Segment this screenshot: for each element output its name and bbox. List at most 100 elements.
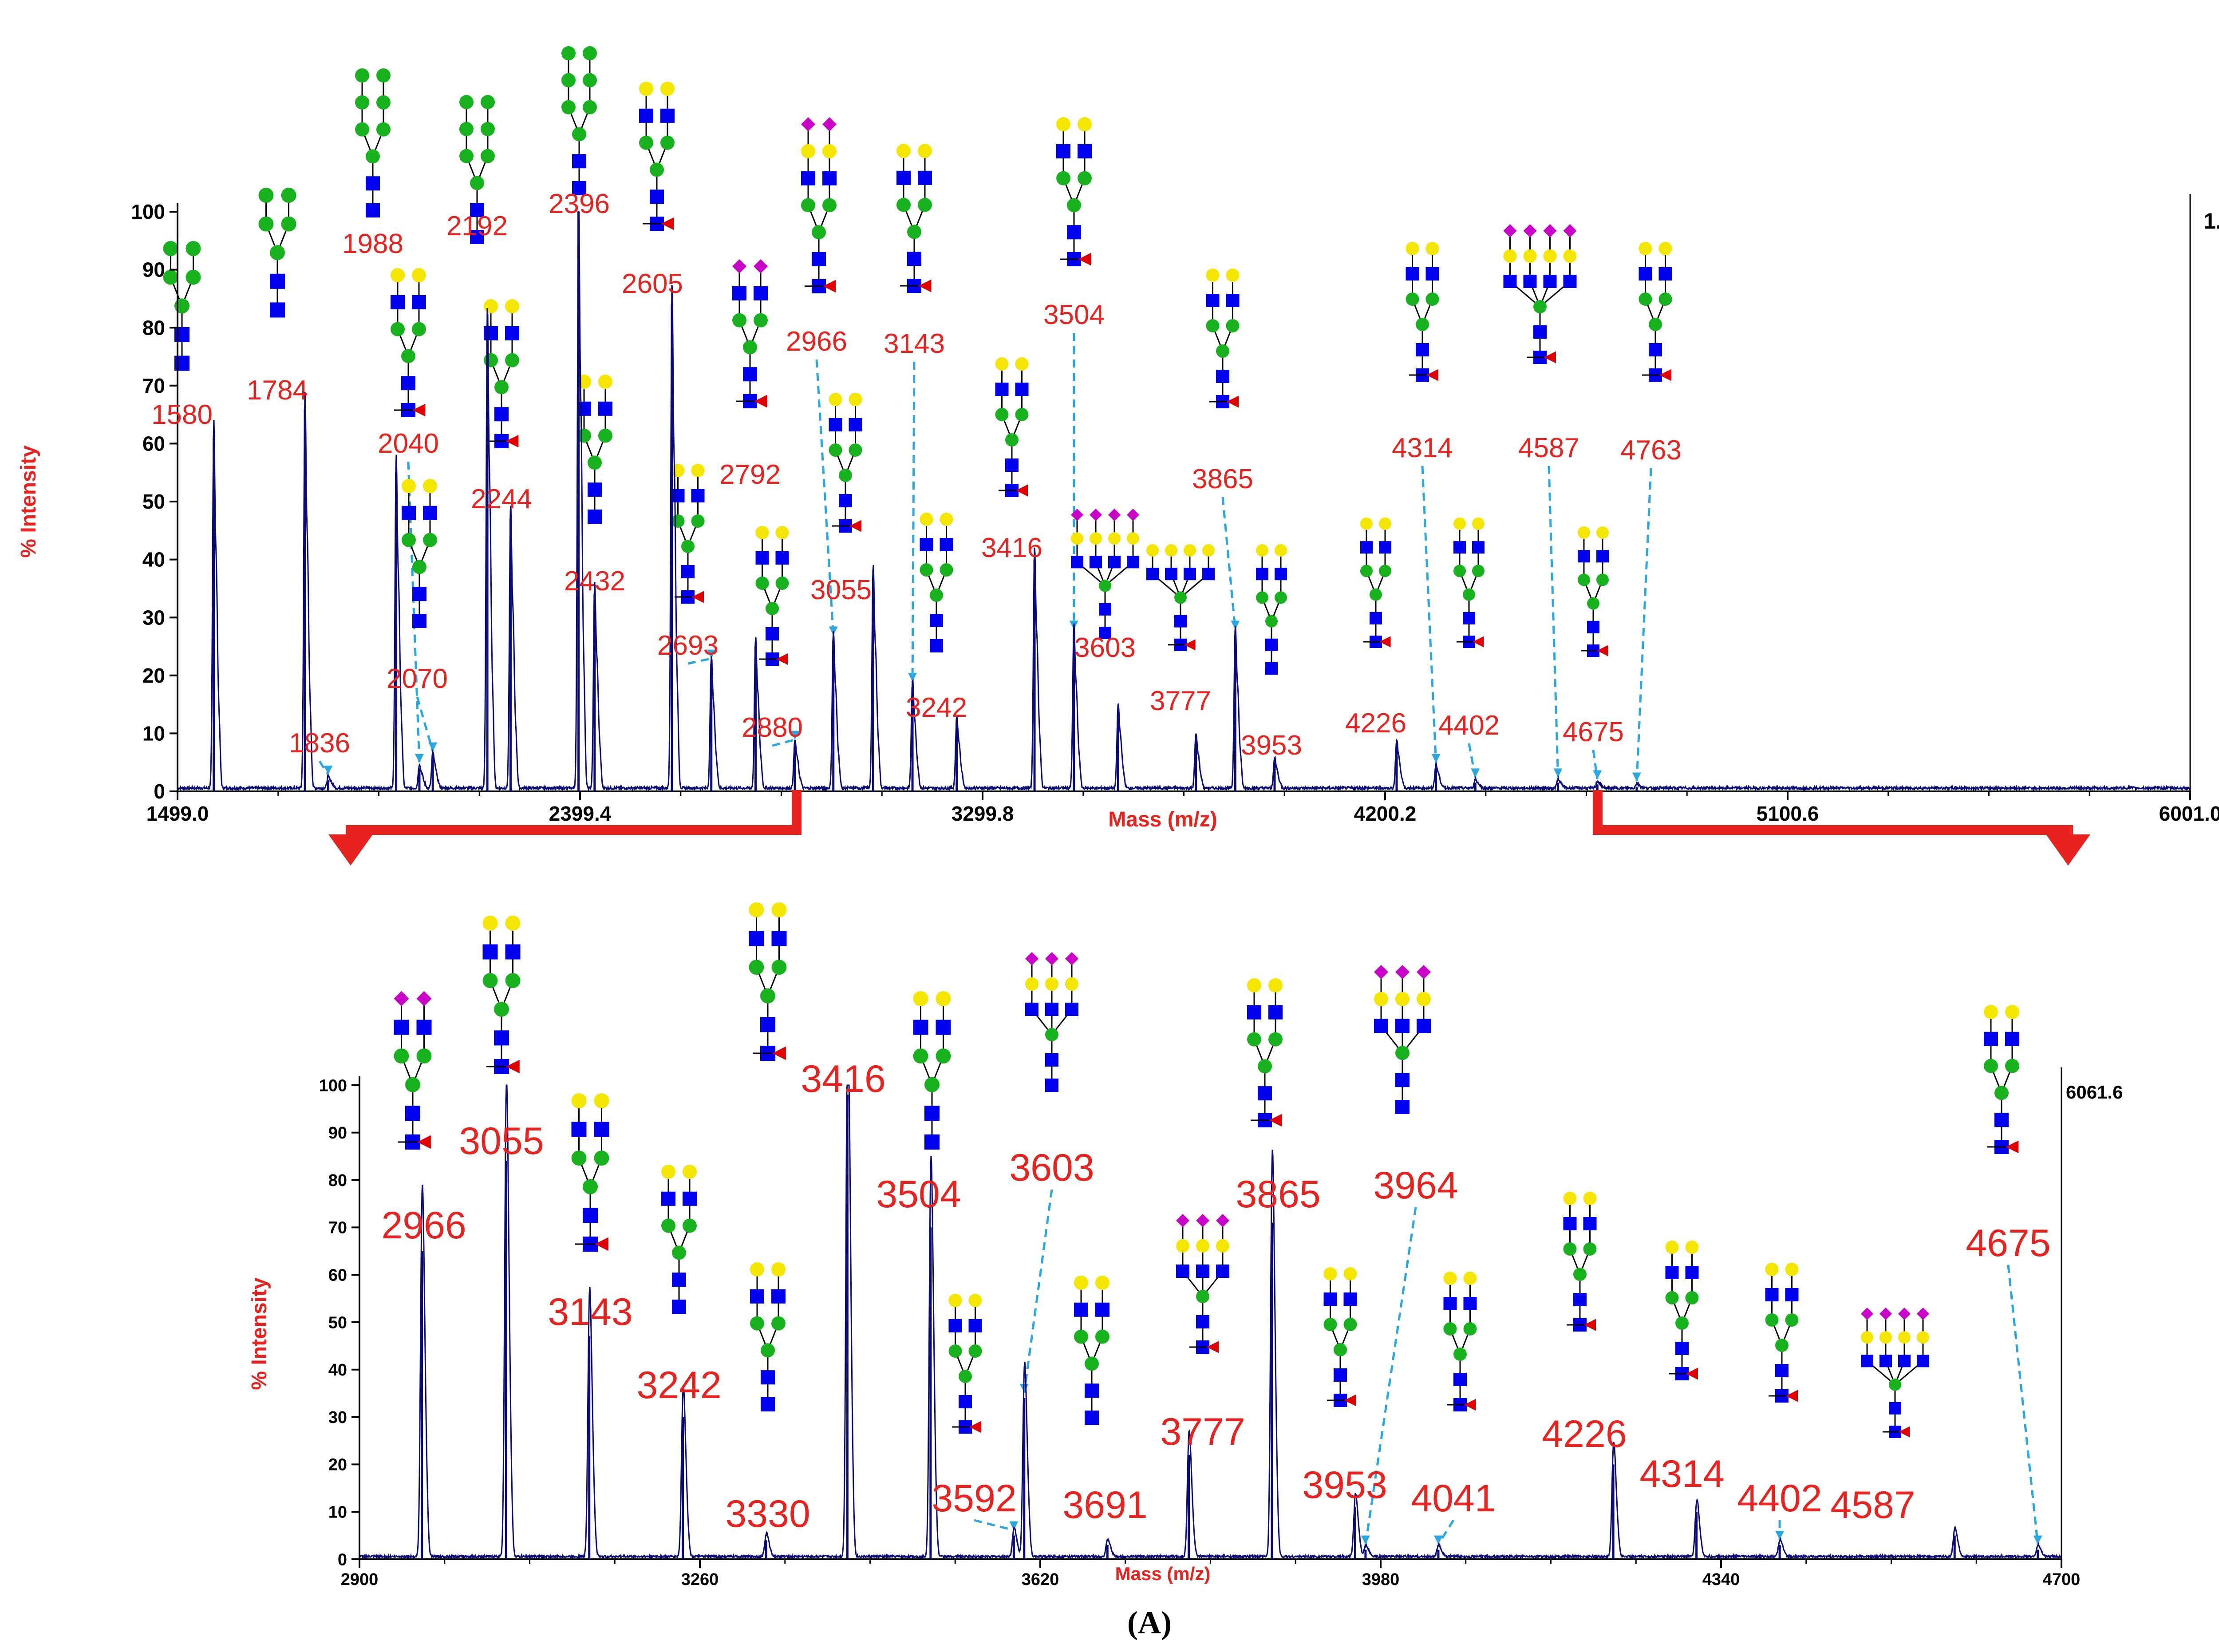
glcnac-square-icon xyxy=(907,252,921,266)
peak-label-4314: 4314 xyxy=(1392,433,1453,463)
galactose-circle-icon xyxy=(1563,1192,1577,1205)
glcnac-square-icon xyxy=(760,1017,775,1032)
y-tick-label: 80 xyxy=(142,316,165,339)
galactose-circle-icon xyxy=(1374,992,1388,1006)
glcnac-square-icon xyxy=(1443,1297,1457,1310)
mannose-circle-icon xyxy=(583,73,597,87)
glcnac-square-icon xyxy=(494,1030,509,1046)
glcnac-square-icon xyxy=(2005,1032,2019,1046)
galactose-circle-icon xyxy=(484,299,498,313)
arrow-to-4587 xyxy=(1548,466,1560,778)
arrow-to-4314 xyxy=(1421,466,1437,763)
mannose-circle-icon xyxy=(2005,1059,2019,1073)
mannose-circle-icon xyxy=(482,973,498,988)
y-tick-label: 40 xyxy=(142,548,165,571)
galactose-circle-icon xyxy=(1417,992,1431,1006)
glycan-structure-icon xyxy=(1578,526,1609,657)
glycan-structure-icon xyxy=(1765,1263,1799,1403)
mannose-circle-icon xyxy=(1685,1291,1699,1304)
glycan-structure-icon xyxy=(1206,269,1240,408)
mannose-circle-icon xyxy=(412,322,426,336)
peak-label-2070: 2070 xyxy=(387,664,448,694)
glycan-structure-icon xyxy=(913,991,951,1150)
mannose-circle-icon xyxy=(918,198,932,212)
sialic-acid-diamond-icon xyxy=(1025,952,1038,965)
glcnac-square-icon xyxy=(1898,1355,1911,1367)
mannose-circle-icon xyxy=(639,135,653,150)
glcnac-square-icon xyxy=(1879,1355,1892,1367)
galactose-circle-icon xyxy=(402,479,416,493)
mannose-circle-icon xyxy=(270,245,285,261)
glcnac-square-icon xyxy=(1596,550,1609,563)
glcnac-square-icon xyxy=(839,494,852,507)
mannose-circle-icon xyxy=(743,340,757,355)
figure-label: (A) xyxy=(1127,1605,1172,1640)
peak-label-4675: 4675 xyxy=(1563,717,1624,747)
mannose-circle-icon xyxy=(281,188,296,203)
mannose-circle-icon xyxy=(571,1150,587,1166)
mannose-circle-icon xyxy=(1785,1313,1799,1327)
glcnac-square-icon xyxy=(1587,620,1599,633)
y-tick-label: 100 xyxy=(131,200,165,223)
glcnac-square-icon xyxy=(1216,370,1229,383)
mannose-circle-icon xyxy=(1196,1290,1209,1303)
mannose-circle-icon xyxy=(913,1048,928,1064)
mannose-circle-icon xyxy=(1406,292,1419,306)
mannose-circle-icon xyxy=(948,1344,962,1358)
mannose-circle-icon xyxy=(366,149,380,164)
mannose-circle-icon xyxy=(423,533,437,547)
glcnac-square-icon xyxy=(394,1020,409,1035)
glcnac-square-icon xyxy=(801,171,815,186)
spectrum-panel-zoomed: 0 10 20 30 40 50 60 70 80 90 100 2900 3260 3620 3980 4… xyxy=(248,902,2123,1589)
galactose-circle-icon xyxy=(1216,1239,1229,1253)
glycan-structure-icon xyxy=(948,1294,982,1434)
y-tick-label: 20 xyxy=(142,664,165,687)
glcnac-square-icon xyxy=(401,376,415,391)
glcnac-square-icon xyxy=(1247,1005,1261,1020)
peak-label-3055: 3055 xyxy=(810,575,872,605)
mannose-circle-icon xyxy=(1463,588,1475,601)
glcnac-square-icon xyxy=(423,506,437,520)
glcnac-square-icon xyxy=(681,565,695,578)
glcnac-square-icon xyxy=(1416,343,1429,356)
sialic-acid-diamond-icon xyxy=(1108,509,1121,521)
mannose-circle-icon xyxy=(849,443,862,457)
glycan-structure-icon xyxy=(1374,965,1431,1114)
galactose-circle-icon xyxy=(948,1294,962,1307)
fucose-triangle-icon xyxy=(1544,351,1556,364)
glcnac-square-icon xyxy=(1343,1292,1357,1306)
glcnac-square-icon xyxy=(1665,1266,1679,1279)
glcnac-square-icon xyxy=(391,295,405,309)
mannose-circle-icon xyxy=(1275,591,1287,604)
galactose-circle-icon xyxy=(1563,249,1577,263)
glcnac-square-icon xyxy=(1216,1265,1229,1278)
peak-label-3330: 3330 xyxy=(725,1493,810,1535)
y-tick-label: 0 xyxy=(338,1550,347,1569)
peak-label-4763: 4763 xyxy=(1620,435,1682,466)
glcnac-square-icon xyxy=(482,944,498,960)
glcnac-square-icon xyxy=(1090,556,1102,569)
galactose-circle-icon xyxy=(2005,1005,2019,1019)
mannose-circle-icon xyxy=(561,46,576,60)
glycan-structure-icon xyxy=(1563,1192,1597,1332)
sialic-acid-diamond-icon xyxy=(822,117,837,131)
fucose-triangle-icon xyxy=(692,591,704,603)
glcnac-square-icon xyxy=(1658,267,1672,281)
glycan-structure-icon xyxy=(749,902,787,1061)
fucose-triangle-icon xyxy=(1597,645,1608,656)
galactose-circle-icon xyxy=(1343,1267,1357,1280)
mannose-circle-icon xyxy=(405,1077,420,1092)
peak-label-2432: 2432 xyxy=(564,566,625,597)
mannose-circle-icon xyxy=(1085,1356,1099,1371)
glcnac-square-icon xyxy=(754,286,768,300)
glycan-structure-icon xyxy=(1025,952,1078,1092)
fucose-triangle-icon xyxy=(1207,1341,1219,1353)
mannose-circle-icon xyxy=(1765,1313,1779,1327)
arrow-head xyxy=(324,765,333,775)
mannose-circle-icon xyxy=(1889,1378,1901,1391)
y-tick-label: 70 xyxy=(328,1219,347,1237)
peak-label-4587: 4587 xyxy=(1830,1484,1915,1526)
mannose-circle-icon xyxy=(355,68,369,83)
mannose-circle-icon xyxy=(598,428,612,443)
sialic-acid-diamond-icon xyxy=(1917,1308,1929,1320)
